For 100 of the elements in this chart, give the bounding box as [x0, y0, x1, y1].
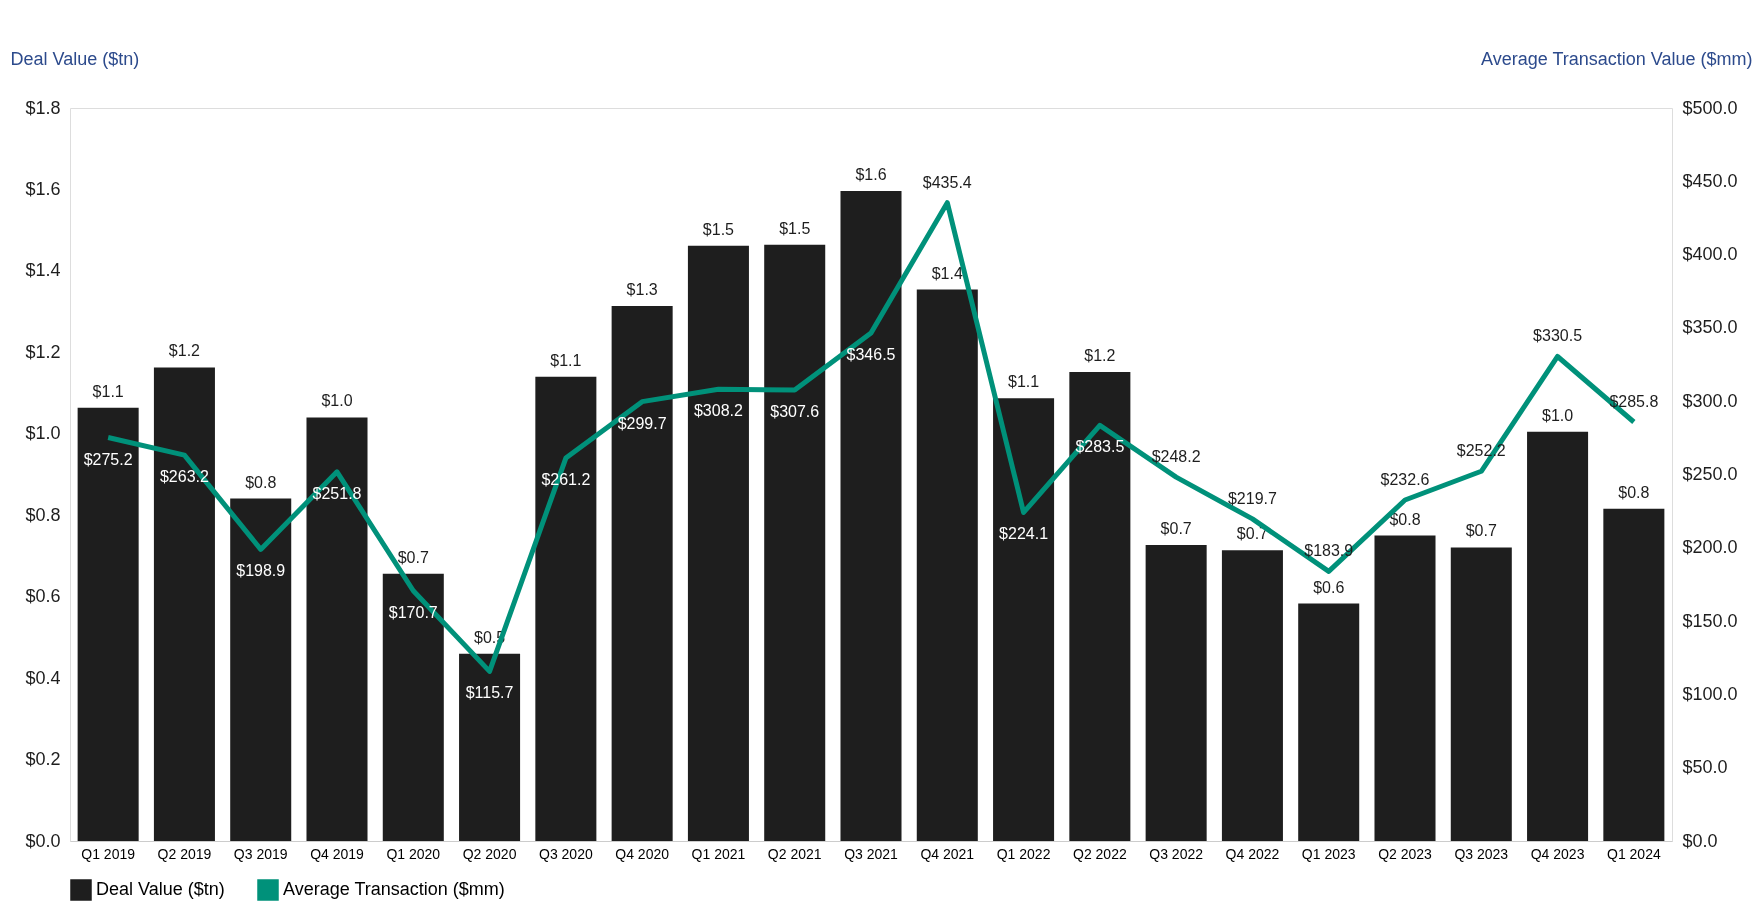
bar	[1527, 431, 1589, 841]
data-label: $435.4	[922, 173, 972, 191]
bar	[1603, 508, 1665, 841]
data-label: $1.1	[92, 382, 124, 400]
bar	[1069, 371, 1131, 841]
data-label: $232.6	[1380, 471, 1430, 489]
y2-tick-label: $200.0	[1682, 537, 1738, 558]
data-label: $0.7	[1160, 519, 1192, 537]
x-tick-label: Q1 2021	[691, 845, 746, 862]
data-label: $285.8	[1609, 393, 1659, 411]
y-tick-label: $1.2	[25, 341, 61, 362]
bar	[1145, 544, 1207, 841]
x-tick-label: Q4 2019	[310, 845, 365, 862]
data-label: $308.2	[693, 402, 743, 420]
y-axis-title: Deal Value ($tn)	[10, 48, 140, 69]
bar	[916, 289, 978, 841]
y2-axis-title: Average Transaction Value ($mm)	[1481, 48, 1753, 69]
data-label: $0.6	[1313, 578, 1345, 596]
x-tick-label: Q1 2023	[1301, 845, 1356, 862]
bar	[1450, 547, 1512, 841]
data-label: $0.8	[1618, 483, 1650, 501]
y-tick-label: $1.4	[25, 260, 61, 281]
data-label: $346.5	[846, 346, 896, 364]
x-tick-label: Q4 2020	[615, 845, 670, 862]
data-label: $0.8	[245, 473, 277, 491]
x-tick-label: Q1 2019	[81, 845, 136, 862]
y-tick-label: $0.4	[25, 667, 61, 688]
data-label: $1.6	[855, 166, 887, 184]
bar	[687, 245, 749, 841]
y2-tick-label: $150.0	[1682, 610, 1738, 631]
data-label: $261.2	[541, 471, 591, 489]
data-label: $1.4	[931, 264, 963, 282]
x-tick-label: Q3 2020	[539, 845, 593, 862]
data-label: $0.7	[397, 548, 429, 566]
x-tick-label: Q2 2019	[157, 845, 212, 862]
y-tick-label: $1.8	[25, 97, 61, 118]
x-tick-label: Q4 2021	[920, 845, 975, 862]
y-tick-label: $0.6	[25, 586, 61, 607]
bar	[764, 244, 826, 841]
bar	[382, 573, 444, 841]
y2-tick-label: $450.0	[1682, 170, 1738, 191]
y-tick-label: $0.8	[25, 504, 61, 525]
data-label: $330.5	[1533, 327, 1583, 345]
data-label: $1.3	[626, 280, 658, 298]
data-label: $1.0	[321, 392, 353, 410]
bar	[306, 417, 368, 841]
data-label: $170.7	[388, 603, 438, 621]
x-tick-label: Q3 2023	[1454, 845, 1509, 862]
data-label: $1.0	[1542, 406, 1574, 424]
data-label: $0.7	[1465, 522, 1497, 540]
bar	[535, 376, 597, 841]
x-tick-label: Q2 2020	[462, 845, 517, 862]
x-tick-label: Q2 2023	[1378, 845, 1433, 862]
bar	[840, 191, 902, 841]
data-label: $1.1	[1008, 373, 1040, 391]
data-label: $1.2	[168, 342, 201, 360]
data-label: $299.7	[617, 414, 667, 432]
data-label: $1.5	[779, 219, 811, 237]
y2-tick-label: $50.0	[1682, 757, 1728, 778]
data-label: $224.1	[999, 525, 1049, 543]
legend-label: Deal Value ($tn)	[96, 879, 225, 899]
data-label: $1.5	[702, 220, 735, 238]
data-label: $1.1	[550, 351, 582, 369]
data-label: $263.2	[159, 468, 209, 486]
bar	[459, 653, 521, 841]
x-tick-label: Q2 2022	[1073, 845, 1127, 862]
y2-tick-label: $400.0	[1682, 244, 1738, 265]
bar	[230, 498, 292, 841]
y2-tick-label: $500.0	[1682, 97, 1738, 118]
data-label: $0.8	[1389, 510, 1421, 528]
y2-tick-label: $250.0	[1682, 464, 1738, 484]
data-label: $219.7	[1227, 489, 1277, 507]
x-tick-label: Q2 2021	[767, 845, 822, 862]
y-tick-label: $1.0	[25, 423, 61, 444]
x-tick-label: Q1 2020	[386, 845, 441, 862]
bar	[1374, 535, 1436, 841]
bar	[153, 367, 215, 841]
bar	[1221, 550, 1283, 841]
bar	[611, 305, 673, 841]
y2-tick-label: $100.0	[1682, 683, 1738, 704]
y-tick-label: $0.2	[25, 749, 61, 770]
bar	[1298, 603, 1360, 841]
data-label: $1.2	[1084, 346, 1116, 364]
data-label: $307.6	[770, 403, 820, 421]
data-label: $198.9	[236, 562, 286, 580]
data-label: $251.8	[312, 484, 362, 502]
data-label: $275.2	[83, 450, 133, 468]
x-tick-label: Q1 2022	[996, 845, 1051, 862]
data-label: $115.7	[465, 684, 514, 702]
x-tick-label: Q4 2023	[1530, 845, 1585, 862]
y2-tick-label: $0.0	[1682, 830, 1718, 851]
bar	[77, 407, 139, 841]
x-tick-label: Q3 2021	[844, 845, 899, 862]
data-label: $248.2	[1151, 448, 1201, 466]
x-tick-label: Q4 2022	[1225, 845, 1280, 862]
y-tick-label: $1.6	[25, 178, 61, 199]
y-tick-label: $0.0	[25, 830, 61, 851]
bar	[993, 398, 1055, 841]
x-tick-label: Q3 2022	[1149, 845, 1204, 862]
x-tick-label: Q1 2024	[1607, 845, 1661, 862]
